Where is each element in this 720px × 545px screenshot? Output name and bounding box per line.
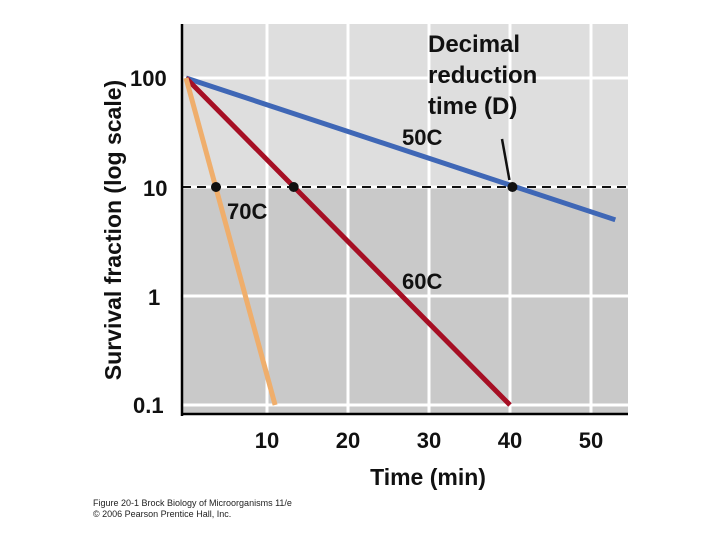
series-line-60C [184,76,512,407]
y-axis-title: Survival fraction (log scale) [100,80,126,380]
annotation-decimal-reduction: time (D) [428,93,517,120]
x-tick-label: 20 [336,428,360,453]
annotation-decimal-reduction: reduction [428,62,537,89]
x-tick-label: 10 [255,428,279,453]
y-tick-label: 100 [130,66,167,91]
series-line-50C [185,75,617,223]
series-label-50C: 50C [402,125,442,150]
series-label-60C: 60C [402,269,442,294]
x-axis-title: Time (min) [370,464,486,490]
series-line-70C [183,77,278,406]
d-point-60C [288,182,299,192]
figure-caption: Figure 20-1 Brock Biology of Microorgani… [93,498,292,520]
caption-line-2: © 2006 Pearson Prentice Hall, Inc. [93,509,232,519]
d-point-50C [507,182,518,192]
annotation-arrow [500,138,511,181]
x-tick-label: 50 [579,428,603,453]
x-tick-label: 40 [498,428,522,453]
d-point-70C [210,182,221,192]
y-tick-label: 0.1 [133,393,164,418]
plot-background-upper [182,24,628,187]
annotation-decimal-reduction: Decimal [428,31,520,58]
y-tick-label: 1 [148,285,160,310]
caption-line-1: Figure 20-1 Brock Biology of Microorgani… [93,498,292,508]
series-label-70C: 70C [227,199,267,224]
y-tick-label: 10 [143,176,167,201]
x-tick-label: 30 [417,428,441,453]
